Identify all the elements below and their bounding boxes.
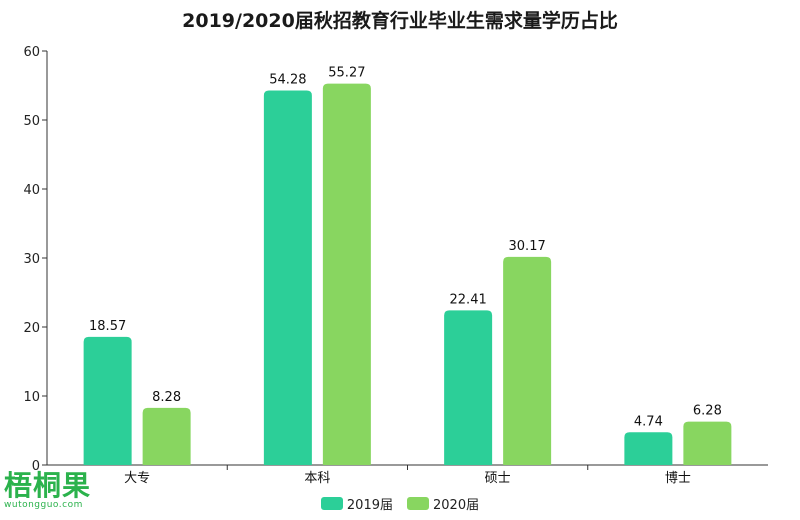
bar-chart: 0 10 20 30 40 50 60 大专 本科 硕士 博士 18.57 8.28 54.28 55.… — [23, 45, 768, 486]
legend-swatch-2020 — [407, 497, 429, 510]
data-label: 22.41 — [450, 292, 487, 307]
legend-label-2020: 2020届 — [433, 498, 480, 513]
y-tick-label: 0 — [32, 459, 40, 474]
y-tick-label: 60 — [23, 45, 40, 60]
x-tick-label: 本科 — [304, 471, 330, 486]
data-label: 18.57 — [89, 319, 126, 334]
y-tick-label: 50 — [23, 114, 40, 129]
y-tick-label: 10 — [23, 390, 40, 405]
y-axis: 0 10 20 30 40 50 60 — [23, 45, 48, 474]
bar[interactable] — [142, 407, 191, 465]
bar[interactable] — [683, 421, 732, 465]
bar[interactable] — [322, 83, 371, 466]
x-tick-label: 博士 — [665, 471, 691, 486]
bar[interactable] — [624, 432, 673, 465]
watermark-logo: 梧桐果 wutongguo.com — [4, 469, 92, 511]
legend-item-2020[interactable]: 2020届 — [407, 494, 479, 513]
bar[interactable] — [83, 336, 132, 465]
data-label: 30.17 — [509, 239, 546, 254]
legend-swatch-2019 — [320, 497, 343, 510]
x-axis: 大专 本科 硕士 博士 — [47, 464, 768, 486]
legend: 2019届 2020届 — [0, 494, 800, 513]
chart-title: 2019/2020届秋招教育行业毕业生需求量学历占比 — [182, 10, 618, 32]
x-tick-label: 大专 — [124, 471, 150, 486]
y-tick-label: 30 — [23, 252, 40, 267]
bar[interactable] — [263, 90, 312, 465]
logo-url: wutongguo.com — [4, 500, 83, 510]
bar[interactable] — [444, 310, 493, 465]
data-label: 55.27 — [328, 66, 365, 81]
x-tick-label: 硕士 — [485, 471, 511, 486]
data-label: 6.28 — [693, 404, 722, 419]
bar[interactable] — [503, 256, 552, 465]
legend-item-2019[interactable]: 2019届 — [320, 494, 393, 513]
data-labels: 18.57 8.28 54.28 55.27 22.41 30.17 4.74 6.28 — [89, 66, 722, 430]
y-tick-label: 40 — [23, 183, 40, 198]
legend-label-2019: 2019届 — [346, 498, 393, 513]
bars — [83, 83, 732, 466]
logo-text: 梧桐果 — [4, 469, 92, 502]
data-label: 4.74 — [634, 414, 663, 429]
data-label: 8.28 — [152, 390, 181, 405]
data-label: 54.28 — [269, 72, 306, 87]
y-tick-label: 20 — [23, 321, 40, 336]
